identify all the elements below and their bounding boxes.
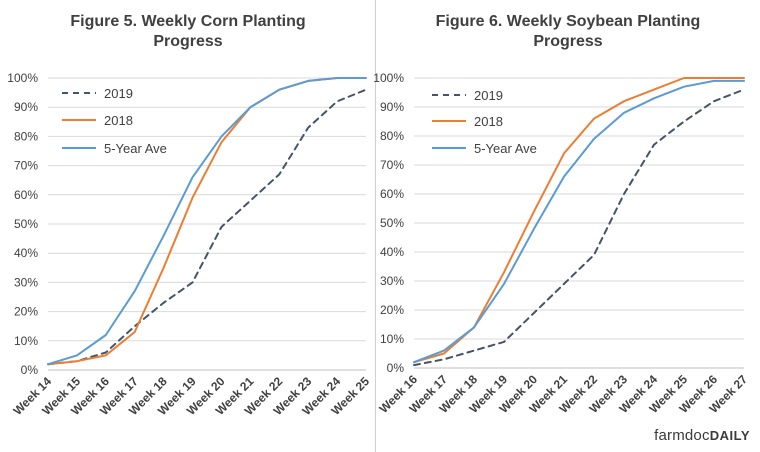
series-line-2019 (47, 88, 367, 366)
corn-chart-panel: Figure 5. Weekly Corn Planting Progress 0%… (0, 0, 376, 452)
y-tick-label: 80% (380, 129, 404, 143)
brand-part2: DAILY (709, 428, 750, 443)
chart-title-line-1: Figure 6. Weekly Soybean Planting (436, 13, 701, 30)
brand-part1: farmdoc (654, 427, 710, 444)
legend-label-2019: 2019 (474, 88, 503, 103)
y-tick-label: 20% (14, 305, 38, 319)
series-line-5-year-ave (413, 79, 745, 364)
y-tick-label: 10% (380, 332, 404, 346)
chart-title-line-2: Progress (153, 33, 222, 50)
y-tick-label: 30% (14, 275, 38, 289)
y-tick-label: 30% (380, 274, 404, 288)
legend-label-5-year-ave: 5-Year Ave (474, 141, 537, 156)
y-tick-label: 0% (387, 361, 405, 375)
farmdoc-daily-logo: farmdocDAILY (654, 427, 750, 444)
corn-chart: Figure 5. Weekly Corn Planting Progress 0%… (7, 13, 372, 418)
series-line-2019 (413, 88, 745, 367)
soybean-chart: Figure 6. Weekly Soybean Planting Progres… (373, 13, 750, 416)
y-tick-label: 40% (380, 245, 404, 259)
y-tick-label: 70% (14, 159, 38, 173)
legend-label-5-year-ave: 5-Year Ave (104, 141, 167, 156)
y-tick-label: 60% (14, 188, 38, 202)
legend-label-2018: 2018 (474, 114, 503, 129)
legend-label-2019: 2019 (104, 86, 133, 101)
y-tick-label: 100% (7, 71, 38, 85)
y-tick-label: 50% (380, 216, 404, 230)
chart-title-line-2: Progress (533, 33, 602, 50)
y-tick-label: 10% (14, 334, 38, 348)
y-tick-label: 20% (380, 303, 404, 317)
series-line-5-year-ave (47, 77, 367, 366)
y-tick-label: 0% (21, 363, 39, 377)
chart-title-line-1: Figure 5. Weekly Corn Planting (70, 13, 305, 30)
y-tick-label: 50% (14, 217, 38, 231)
y-tick-label: 70% (380, 158, 404, 172)
y-tick-label: 80% (14, 129, 38, 143)
y-tick-label: 100% (373, 71, 404, 85)
y-tick-label: 40% (14, 246, 38, 260)
legend-label-2018: 2018 (104, 113, 133, 128)
y-tick-label: 60% (380, 187, 404, 201)
y-tick-label: 90% (380, 100, 404, 114)
y-tick-label: 90% (14, 100, 38, 114)
soybean-chart-panel: Figure 6. Weekly Soybean Planting Progres… (373, 0, 760, 452)
